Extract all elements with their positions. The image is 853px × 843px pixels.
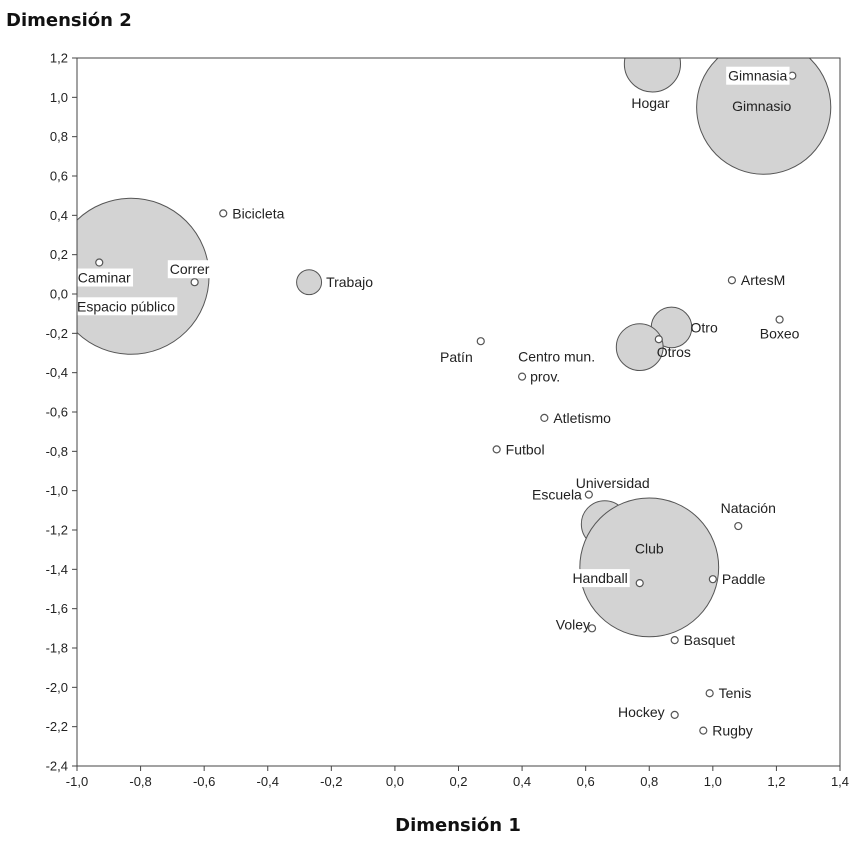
point-patin	[477, 338, 484, 345]
bubble-hogar	[624, 36, 680, 92]
point-futbol	[493, 446, 500, 453]
point-label2-centro-mun: prov.	[530, 369, 560, 385]
point-label-escuela: Escuela	[532, 487, 582, 503]
point-label-patin: Patín	[440, 349, 473, 365]
point-label-gimnasia: Gimnasia	[728, 68, 787, 84]
point-label-voley: Voley	[556, 616, 590, 632]
y-tick-label: 0,4	[50, 208, 68, 223]
point-handball	[636, 580, 643, 587]
point-artesm	[728, 277, 735, 284]
y-tick-label: 0,8	[50, 129, 68, 144]
point-label-futbol: Futbol	[506, 441, 545, 457]
bubble-label-hogar: Hogar	[631, 95, 669, 111]
point-rugby	[700, 727, 707, 734]
point-label-paddle: Paddle	[722, 571, 766, 587]
x-tick-label: 1,4	[831, 774, 849, 789]
plot-frame	[77, 58, 840, 766]
y-tick-label: -1,0	[46, 483, 68, 498]
point-label-boxeo: Boxeo	[760, 326, 800, 342]
point-hockey	[671, 711, 678, 718]
bubble-label-universidad: Universidad	[576, 475, 650, 491]
point-escuela	[585, 491, 592, 498]
y-tick-label: -0,8	[46, 444, 68, 459]
x-axis-title: Dimensión 1	[395, 815, 521, 836]
x-tick-label: -0,8	[129, 774, 151, 789]
point-caminar	[96, 259, 103, 266]
point-label-tenis: Tenis	[719, 685, 752, 701]
point-label-caminar: Caminar	[78, 270, 131, 286]
y-tick-label: -0,6	[46, 405, 68, 420]
point-boxeo	[776, 316, 783, 323]
point-correr	[191, 279, 198, 286]
y-tick-label: -2,2	[46, 719, 68, 734]
y-tick-label: -1,4	[46, 562, 68, 577]
bubble-label-espacio-publico: Espacio público	[77, 298, 175, 314]
y-tick-label: 0,6	[50, 169, 68, 184]
y-tick-label: -2,0	[46, 680, 68, 695]
point-label-hockey: Hockey	[618, 704, 665, 720]
y-tick-label: -2,4	[46, 759, 68, 774]
x-tick-label: -0,6	[193, 774, 215, 789]
y-tick-label: 1,2	[50, 51, 68, 66]
bubble-label-club: Club	[635, 540, 664, 556]
bubbles-layer	[53, 36, 831, 637]
x-tick-label: 1,0	[704, 774, 722, 789]
point-paddle	[709, 576, 716, 583]
point-atletismo	[541, 414, 548, 421]
point-unlabeled	[655, 336, 662, 343]
x-tick-label: -1,0	[66, 774, 88, 789]
point-gimnasia	[789, 72, 796, 79]
point-label-natacion: Natación	[721, 500, 776, 516]
point-tenis	[706, 690, 713, 697]
bubble-club	[580, 498, 719, 637]
y-tick-label: -0,2	[46, 326, 68, 341]
x-tick-label: 0,4	[513, 774, 531, 789]
x-tick-label: 0,0	[386, 774, 404, 789]
y-tick-label: -1,6	[46, 601, 68, 616]
point-label-bicicleta: Bicicleta	[232, 205, 284, 221]
point-label-correr: Correr	[170, 261, 210, 277]
point-label-basquet: Basquet	[684, 632, 735, 648]
bubble-label-trabajo: Trabajo	[326, 274, 373, 290]
x-tick-label: 0,6	[577, 774, 595, 789]
point-basquet	[671, 637, 678, 644]
y-tick-label: -1,8	[46, 641, 68, 656]
point-label-centro-mun: Centro mun.	[518, 349, 595, 365]
y-axis-title: Dimensión 2	[6, 10, 132, 31]
point-centro-mun	[519, 373, 526, 380]
y-tick-label: -1,2	[46, 523, 68, 538]
x-tick-label: -0,4	[257, 774, 279, 789]
bubble-trabajo	[297, 270, 322, 295]
point-label-handball: Handball	[572, 570, 627, 586]
y-tick-label: 0,2	[50, 247, 68, 262]
bubble-label-otros: Otros	[657, 344, 691, 360]
bubble-label-otro: Otro	[691, 319, 718, 335]
point-label-artesm: ArtesM	[741, 272, 785, 288]
point-bicicleta	[220, 210, 227, 217]
labels-layer: Espacio público Hogar Gimnasio Trabajo OtroO…	[75, 67, 800, 739]
x-tick-label: 0,8	[640, 774, 658, 789]
point-label-atletismo: Atletismo	[553, 410, 611, 426]
point-label-rugby: Rugby	[712, 723, 752, 739]
x-tick-label: 1,2	[767, 774, 785, 789]
y-tick-label: 1,0	[50, 90, 68, 105]
point-natacion	[735, 523, 742, 530]
x-tick-label: 0,2	[449, 774, 467, 789]
y-tick-label: 0,0	[50, 287, 68, 302]
x-tick-label: -0,2	[320, 774, 342, 789]
bubble-label-gimnasio: Gimnasio	[732, 98, 791, 114]
y-tick-label: -0,4	[46, 365, 68, 380]
